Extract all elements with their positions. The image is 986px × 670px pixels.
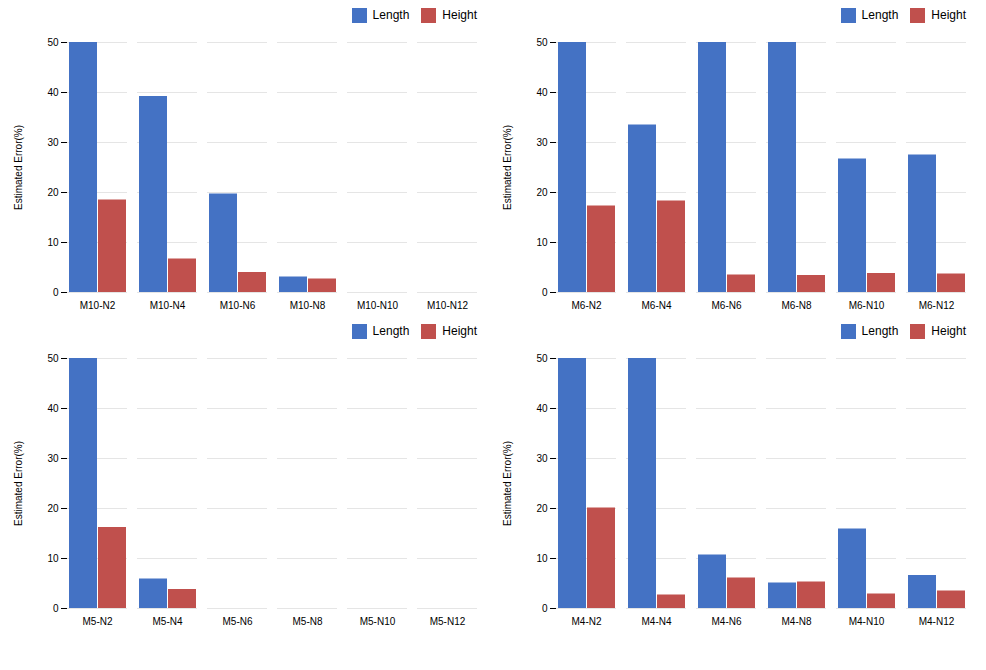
- html-text:Length: Length: [861, 8, 899, 22]
- svg-text:M6-N2: M6-N2: [571, 300, 601, 311]
- html-text:Height: Height: [931, 324, 966, 338]
- svg-text:M10-N8: M10-N8: [290, 300, 326, 311]
- svg-text:M4-N4: M4-N4: [641, 616, 671, 627]
- svg-text:10: 10: [47, 553, 59, 564]
- svg-text:M5-N8: M5-N8: [292, 616, 322, 627]
- svg-text:20: 20: [47, 503, 59, 514]
- html-text:Length: Length: [372, 324, 410, 338]
- svg-text:M5-N2: M5-N2: [82, 616, 112, 627]
- svg-text:40: 40: [536, 403, 548, 414]
- svg-text:30: 30: [47, 453, 59, 464]
- svg-text:M5-N12: M5-N12: [430, 616, 466, 627]
- svg-text:Estimated Error(%): Estimated Error(%): [502, 125, 513, 210]
- html-text:Length: Length: [861, 324, 899, 338]
- svg-text:M6-N4: M6-N4: [641, 300, 671, 311]
- svg-text:M6-N6: M6-N6: [711, 300, 741, 311]
- html-text:Height: Height: [442, 8, 477, 22]
- svg-text:40: 40: [47, 87, 59, 98]
- svg-text:0: 0: [542, 287, 548, 298]
- svg-text:M5-N10: M5-N10: [360, 616, 396, 627]
- svg-text:30: 30: [536, 453, 548, 464]
- svg-text:M4-N10: M4-N10: [849, 616, 885, 627]
- svg-text:30: 30: [47, 137, 59, 148]
- html-text:Height: Height: [442, 324, 477, 338]
- svg-text:40: 40: [536, 87, 548, 98]
- svg-text:M6-N12: M6-N12: [919, 300, 955, 311]
- svg-text:10: 10: [536, 237, 548, 248]
- html-text:Height: Height: [931, 8, 966, 22]
- svg-text:20: 20: [536, 503, 548, 514]
- svg-text:M10-N4: M10-N4: [150, 300, 186, 311]
- svg-text:50: 50: [47, 353, 59, 364]
- svg-text:M10-N2: M10-N2: [80, 300, 116, 311]
- svg-text:M10-N6: M10-N6: [220, 300, 256, 311]
- svg-text:M6-N8: M6-N8: [781, 300, 811, 311]
- svg-text:M4-N8: M4-N8: [781, 616, 811, 627]
- svg-text:10: 10: [536, 553, 548, 564]
- svg-text:Estimated Error(%): Estimated Error(%): [13, 441, 24, 526]
- svg-text:M5-N4: M5-N4: [152, 616, 182, 627]
- svg-text:20: 20: [47, 187, 59, 198]
- svg-text:M10-N10: M10-N10: [357, 300, 399, 311]
- svg-text:50: 50: [536, 37, 548, 48]
- svg-text:20: 20: [536, 187, 548, 198]
- svg-text:40: 40: [47, 403, 59, 414]
- svg-text:Estimated Error(%): Estimated Error(%): [13, 125, 24, 210]
- svg-text:Estimated Error(%): Estimated Error(%): [502, 441, 513, 526]
- svg-text:M4-N6: M4-N6: [711, 616, 741, 627]
- html-text:Length: Length: [372, 8, 410, 22]
- svg-text:M4-N2: M4-N2: [571, 616, 601, 627]
- svg-text:0: 0: [53, 287, 59, 298]
- svg-text:50: 50: [536, 353, 548, 364]
- svg-text:0: 0: [53, 603, 59, 614]
- svg-text:M10-N12: M10-N12: [427, 300, 469, 311]
- svg-text:0: 0: [542, 603, 548, 614]
- svg-text:M5-N6: M5-N6: [222, 616, 252, 627]
- svg-text:M6-N10: M6-N10: [849, 300, 885, 311]
- svg-text:10: 10: [47, 237, 59, 248]
- svg-text:50: 50: [47, 37, 59, 48]
- svg-text:M4-N12: M4-N12: [919, 616, 955, 627]
- svg-text:30: 30: [536, 137, 548, 148]
